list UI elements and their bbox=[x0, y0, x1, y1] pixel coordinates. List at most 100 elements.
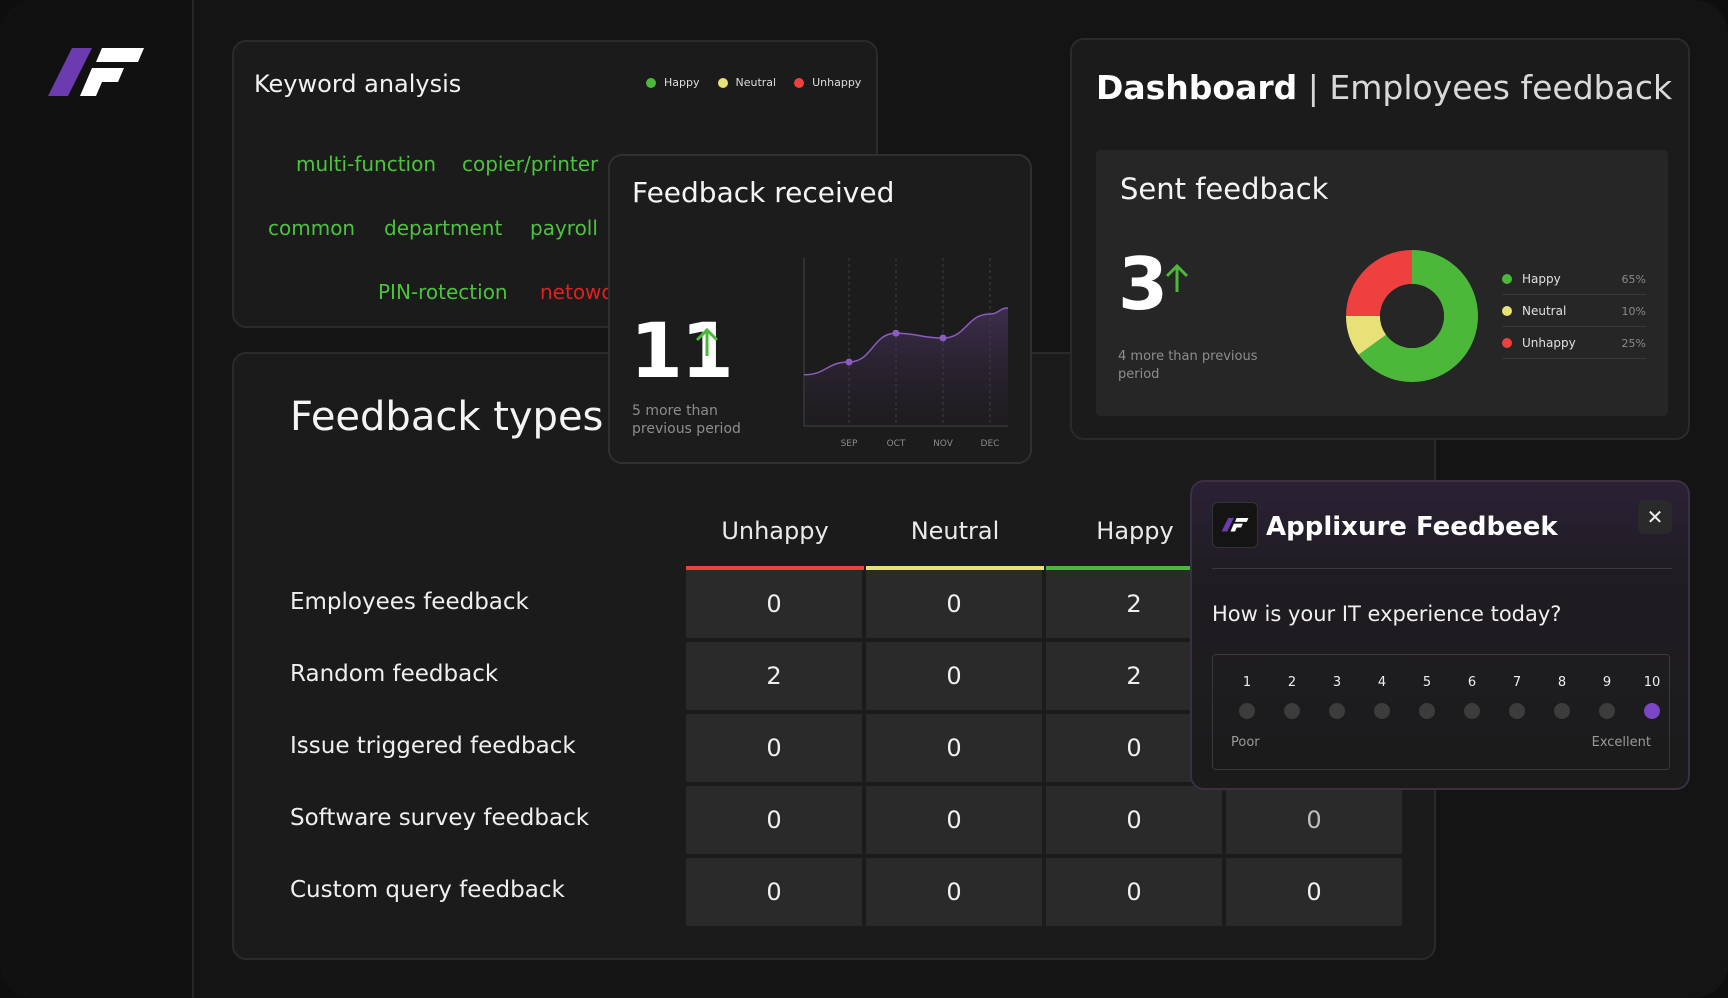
arrow-up-icon bbox=[695, 327, 719, 356]
feedback-received-count: 11 bbox=[630, 306, 734, 395]
rating-option-6[interactable] bbox=[1464, 703, 1480, 719]
keyword[interactable]: netowo bbox=[540, 280, 614, 304]
rating-option-8[interactable] bbox=[1554, 703, 1570, 719]
rating-option-10[interactable] bbox=[1644, 703, 1660, 719]
column-bar-happy bbox=[1046, 566, 1224, 570]
sent-feedback-count: 3 bbox=[1118, 242, 1168, 326]
scale-number: 5 bbox=[1422, 675, 1432, 690]
legend-item-unhappy: Unhappy bbox=[794, 76, 861, 89]
feedback-popup: Applixure Feedbeek ✕ How is your IT expe… bbox=[1190, 480, 1690, 790]
row-label-custom-query: Custom query feedback bbox=[290, 877, 565, 903]
unhappy-dot-icon bbox=[794, 77, 805, 88]
rating-option-1[interactable] bbox=[1239, 703, 1255, 719]
rating-scale: Poor Excellent 1 2 3 4 5 6 7 8 9 10 bbox=[1212, 654, 1670, 770]
neutral-dot-icon bbox=[717, 77, 728, 88]
chart-area bbox=[804, 308, 1008, 426]
popup-title: Applixure Feedbeek bbox=[1266, 512, 1558, 542]
keyword-analysis-title: Keyword analysis bbox=[254, 70, 462, 98]
table-cell: 0 bbox=[866, 858, 1042, 926]
popup-logo bbox=[1212, 502, 1258, 548]
column-header-neutral: Neutral bbox=[910, 517, 1000, 545]
unhappy-dot-icon bbox=[1502, 338, 1512, 348]
keyword[interactable]: copier/printer bbox=[462, 152, 599, 176]
rating-option-3[interactable] bbox=[1329, 703, 1345, 719]
feedback-received-subtitle: 5 more than previous period bbox=[632, 403, 741, 437]
chart-tick-label: SEP bbox=[841, 439, 858, 449]
popup-divider bbox=[1212, 568, 1672, 569]
happy-dot-icon bbox=[646, 77, 656, 88]
table-cell: 0 bbox=[866, 570, 1042, 638]
row-label-issue-triggered: Issue triggered feedback bbox=[290, 733, 576, 759]
table-cell: 0 bbox=[1046, 858, 1222, 926]
rating-option-2[interactable] bbox=[1284, 703, 1300, 719]
chart-tick-label: OCT bbox=[887, 439, 906, 449]
chart-point bbox=[892, 329, 900, 337]
donut-hole bbox=[1380, 284, 1444, 348]
row-label-software-survey: Software survey feedback bbox=[290, 805, 590, 831]
keyword-legend: Happy Neutral Unhappy bbox=[646, 76, 861, 89]
column-bar-neutral bbox=[866, 566, 1044, 570]
chart-point bbox=[939, 334, 947, 342]
scale-high-label: Excellent bbox=[1591, 735, 1651, 750]
scale-low-label: Poor bbox=[1231, 735, 1260, 750]
rating-option-5[interactable] bbox=[1419, 703, 1435, 719]
sent-feedback-subtitle: 4 more than previous period bbox=[1118, 349, 1258, 382]
feedback-types-title: Feedback types bbox=[290, 394, 604, 440]
legend-row-neutral: Neutral 10% bbox=[1502, 296, 1646, 327]
arrow-up-icon bbox=[1165, 263, 1189, 292]
table-cell: 0 bbox=[866, 786, 1042, 854]
keyword[interactable]: PIN-rotection bbox=[378, 280, 508, 304]
chart-tick-label: NOV bbox=[933, 439, 954, 449]
table-cell: 0 bbox=[686, 858, 862, 926]
sent-feedback-donut-chart bbox=[1346, 250, 1478, 382]
row-label-employees: Employees feedback bbox=[290, 589, 529, 615]
legend-item-happy: Happy bbox=[646, 76, 700, 89]
table-cell: 0 bbox=[866, 642, 1042, 710]
scale-number: 2 bbox=[1287, 675, 1297, 690]
column-header-happy: Happy bbox=[1096, 517, 1174, 545]
donut-slice-unhappy bbox=[1346, 250, 1412, 316]
scale-number: 9 bbox=[1602, 675, 1612, 690]
table-cell: 2 bbox=[686, 642, 862, 710]
legend-row-happy: Happy 65% bbox=[1502, 264, 1646, 295]
scale-number: 1 bbox=[1242, 675, 1252, 690]
table-cell: 0 bbox=[686, 786, 862, 854]
legend-item-neutral: Neutral bbox=[717, 76, 776, 89]
chart-tick-label: DEC bbox=[981, 439, 1000, 449]
scale-number: 3 bbox=[1332, 675, 1342, 690]
applixure-logo-icon[interactable] bbox=[46, 46, 146, 100]
scale-number: 6 bbox=[1467, 675, 1477, 690]
rating-option-7[interactable] bbox=[1509, 703, 1525, 719]
keyword[interactable]: payroll bbox=[530, 216, 598, 240]
table-cell: 0 bbox=[1226, 858, 1402, 926]
happy-dot-icon bbox=[1502, 274, 1512, 284]
keyword[interactable]: common bbox=[268, 216, 356, 240]
scale-number: 10 bbox=[1643, 675, 1661, 690]
popup-question: How is your IT experience today? bbox=[1212, 602, 1562, 626]
keyword[interactable]: department bbox=[384, 216, 503, 240]
applixure-logo-icon bbox=[1221, 518, 1249, 532]
table-cell: 0 bbox=[1226, 786, 1402, 854]
sent-feedback-panel: Sent feedback 3 4 more than previous per… bbox=[1096, 150, 1668, 416]
page-title: Dashboard | Employees feedback bbox=[1096, 68, 1673, 107]
chart-point bbox=[845, 358, 853, 366]
rating-option-4[interactable] bbox=[1374, 703, 1390, 719]
scale-number: 8 bbox=[1557, 675, 1567, 690]
row-label-random: Random feedback bbox=[290, 661, 499, 687]
rating-option-9[interactable] bbox=[1599, 703, 1615, 719]
dashboard-card: Dashboard | Employees feedback Sent feed… bbox=[1070, 38, 1690, 440]
column-bar-unhappy bbox=[686, 566, 864, 570]
donut-slice-neutral bbox=[1346, 316, 1387, 355]
feedback-received-title: Feedback received bbox=[632, 176, 895, 209]
feedback-received-chart: SEP OCT NOV DEC bbox=[803, 258, 1009, 449]
scale-number: 4 bbox=[1377, 675, 1387, 690]
neutral-dot-icon bbox=[1502, 306, 1512, 316]
donut-slice-happy bbox=[1358, 250, 1478, 382]
sent-feedback-title: Sent feedback bbox=[1120, 172, 1329, 206]
close-button[interactable]: ✕ bbox=[1638, 500, 1672, 534]
keyword[interactable]: multi-function bbox=[296, 152, 437, 176]
scale-number: 7 bbox=[1512, 675, 1522, 690]
table-cell: 0 bbox=[686, 570, 862, 638]
sidebar bbox=[0, 0, 194, 998]
